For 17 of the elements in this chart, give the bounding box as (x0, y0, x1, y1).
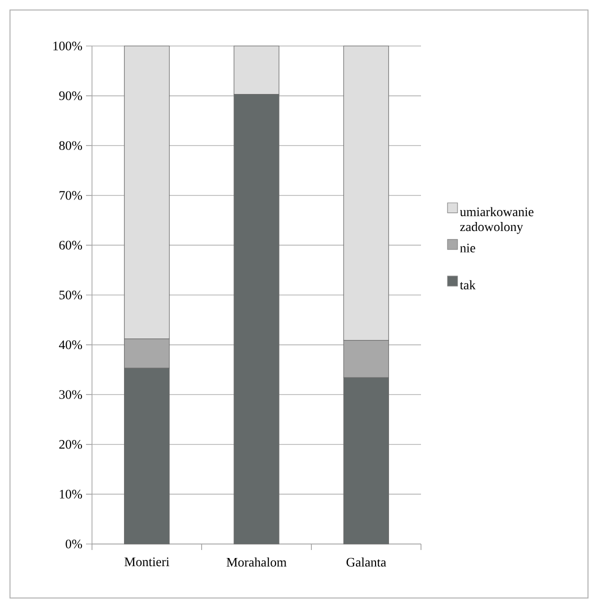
y-tick-label: 40% (58, 340, 82, 350)
y-tick-label: 90% (59, 91, 82, 100)
y-tick-label: 0% (66, 540, 82, 548)
legend-label: tak (460, 280, 476, 290)
x-tick-label: Montieri (124, 558, 170, 566)
y-tick-label: 60% (59, 240, 82, 250)
y-tick-label: 70% (60, 191, 82, 200)
y-tick-label: 100% (53, 42, 82, 50)
legend-label: nie (460, 244, 476, 252)
y-tick-label: 80% (59, 141, 82, 150)
y-tick-label: 10% (60, 490, 82, 499)
y-tick-label: 50% (59, 290, 82, 300)
legend-label: umiarkowanie zadowolony (460, 207, 534, 234)
x-tick-label: Morahalom (226, 558, 287, 567)
y-tick-label: 30% (59, 390, 82, 399)
x-tick-label: Galanta (346, 558, 386, 567)
y-tick-label: 20% (59, 440, 82, 449)
